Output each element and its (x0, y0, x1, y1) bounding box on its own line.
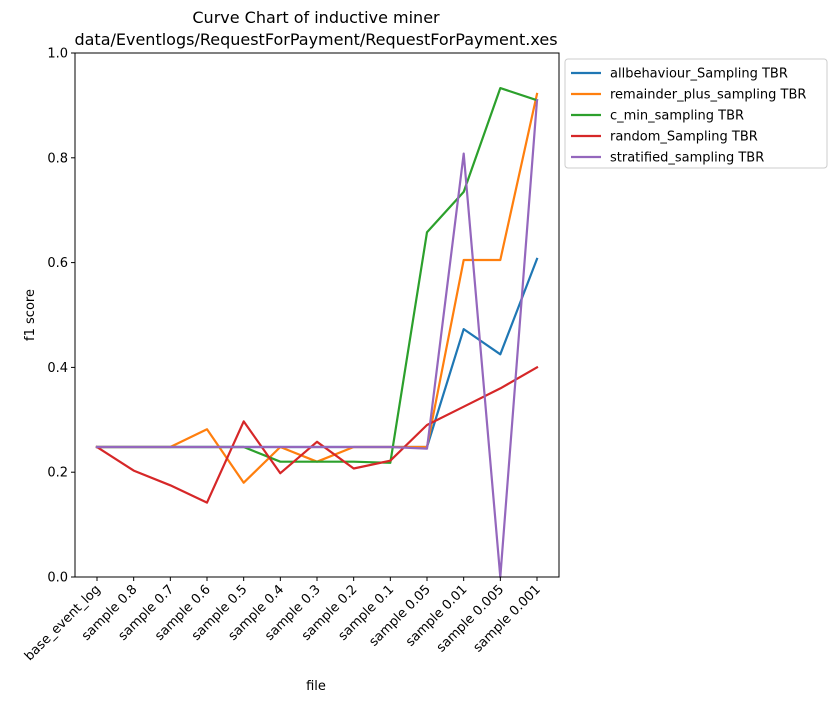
series-line-2 (95, 86, 539, 464)
y-axis: 0.0 0.2 0.4 0.6 0.8 1.0 (47, 47, 75, 586)
x-tick-label: sample 0.001 (471, 582, 544, 655)
series-line-1 (95, 92, 539, 484)
legend: allbehaviour_Sampling TBR remainder_plus_… (564, 58, 828, 169)
legend-label: stratified_sampling TBR (610, 151, 764, 166)
x-axis-label: file (306, 679, 326, 694)
series-line-0 (95, 257, 539, 449)
series-line-4 (95, 99, 539, 579)
y-axis-label: f1 score (23, 289, 38, 341)
legend-label: c_min_sampling TBR (610, 109, 744, 124)
y-tick-label: 0.6 (47, 256, 68, 271)
series-line-3 (95, 365, 539, 504)
plot-area-frame (74, 52, 560, 578)
chart-title-line-2: data/Eventlogs/RequestForPayment/Request… (74, 30, 557, 49)
y-tick-label: 1.0 (47, 47, 68, 62)
y-tick-label: 0.4 (47, 361, 68, 376)
y-tick-label: 0.0 (47, 571, 68, 586)
series-layer (95, 86, 539, 579)
y-tick-label: 0.8 (47, 151, 68, 166)
y-tick-label: 0.2 (47, 466, 68, 481)
legend-label: remainder_plus_sampling TBR (610, 88, 806, 103)
legend-label: random_Sampling TBR (610, 130, 758, 145)
legend-label: allbehaviour_Sampling TBR (610, 67, 788, 82)
legend-frame (564, 58, 828, 169)
chart-title-line-1: Curve Chart of inductive miner (192, 8, 440, 27)
